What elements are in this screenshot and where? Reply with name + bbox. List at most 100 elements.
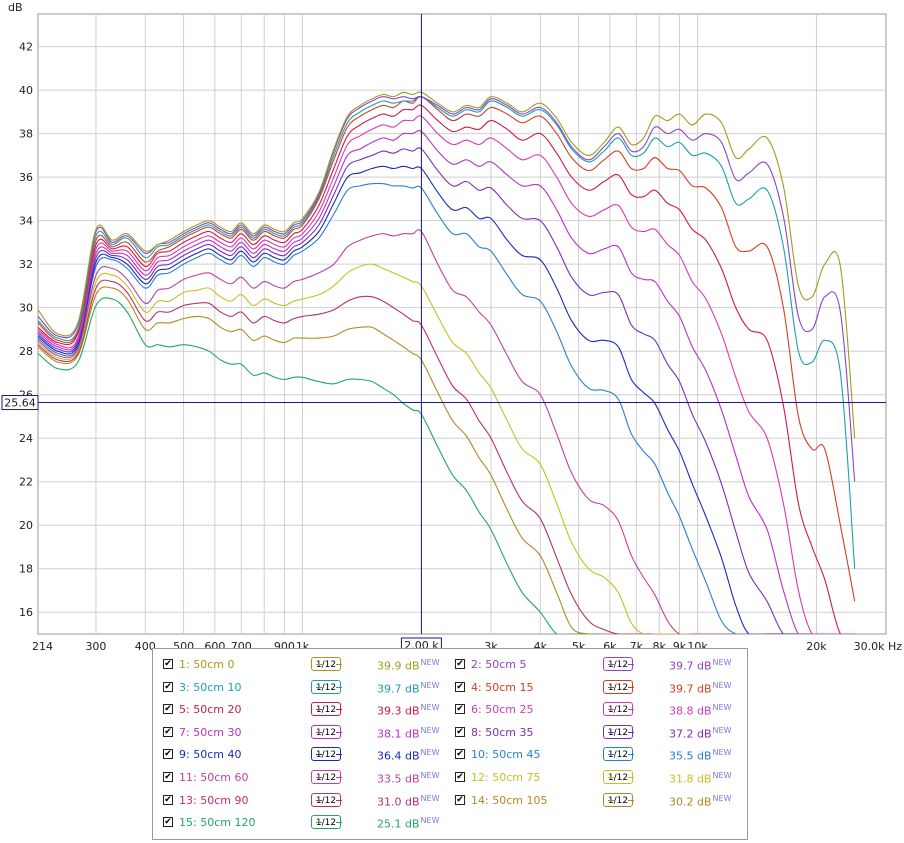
legend-checkbox[interactable]: ✔ [455, 772, 465, 782]
y-tick-label: 40 [19, 84, 33, 97]
smoothing-button[interactable]: 1/12 [603, 747, 635, 762]
y-tick-label: 16 [19, 606, 33, 619]
smoothing-button[interactable]: 1/12 [311, 724, 343, 739]
legend-checkbox[interactable]: ✔ [163, 681, 173, 692]
legend-label: 1: 50cm 0 [179, 658, 235, 671]
new-badge: NEW [420, 725, 440, 735]
legend-item[interactable]: ✔ 12: 50cm 75 1/12 31.8 dBNEW [455, 770, 740, 788]
legend-value: 31.0 dBNEW [377, 794, 439, 809]
smoothing-button[interactable]: 1/12 [603, 702, 635, 717]
new-badge: NEW [712, 680, 732, 690]
legend-item[interactable]: ✔ 5: 50cm 20 1/12 39.3 dBNEW [163, 702, 448, 720]
smoothing-button[interactable]: 1/12 [603, 724, 635, 739]
y-tick-label: 22 [19, 476, 33, 489]
new-badge: NEW [420, 816, 440, 826]
legend-checkbox[interactable]: ✔ [163, 794, 173, 805]
legend-label: 8: 50cm 35 [471, 725, 534, 739]
legend-item[interactable]: ✔ 2: 50cm 5 1/12 39.7 dBNEW [455, 657, 740, 675]
legend-item[interactable]: ✔ 15: 50cm 120 1/12 25.1 dBNEW [163, 815, 448, 833]
legend-value-text: 39.7 dB [669, 682, 712, 696]
smoothing-button[interactable]: 1/12 [311, 679, 343, 694]
legend-value: 30.2 dBNEW [669, 794, 731, 809]
legend-checkbox[interactable]: ✔ [455, 749, 465, 760]
legend-checkbox[interactable]: ✔ [163, 704, 173, 715]
smoothing-button[interactable]: 1/12 [311, 702, 343, 717]
legend-checkbox[interactable]: ✔ [455, 726, 465, 737]
smoothing-label: 1/12 [607, 727, 629, 738]
legend-checkbox[interactable]: ✔ [163, 817, 173, 828]
legend-checkbox[interactable]: ✔ [163, 659, 173, 669]
smoothing-label: 1/12 [315, 773, 337, 783]
legend-value: 39.3 dBNEW [377, 703, 439, 718]
smoothing-button[interactable]: 1/12 [603, 679, 635, 694]
smoothing-button[interactable]: 1/12 [603, 770, 635, 784]
legend-value: 39.7 dBNEW [669, 681, 731, 696]
smoothing-button[interactable]: 1/12 [603, 657, 635, 671]
y-tick-label: 36 [19, 171, 33, 184]
legend-label: 5: 50cm 20 [179, 703, 242, 717]
smoothing-label: 1/12 [607, 660, 629, 670]
smoothing-label: 1/12 [607, 705, 629, 716]
y-tick-label: 28 [19, 345, 33, 358]
legend-item[interactable]: ✔ 4: 50cm 15 1/12 39.7 dBNEW [455, 679, 740, 698]
legend-label: 4: 50cm 15 [471, 680, 534, 694]
new-badge: NEW [420, 658, 440, 667]
legend-checkbox[interactable]: ✔ [163, 772, 173, 782]
smoothing-button[interactable]: 1/12 [311, 770, 343, 784]
legend-item[interactable]: ✔ 7: 50cm 30 1/12 38.1 dBNEW [163, 724, 448, 743]
legend-label: 2: 50cm 5 [471, 658, 527, 671]
legend-value: 39.9 dBNEW [377, 658, 439, 673]
new-badge: NEW [712, 771, 732, 780]
legend-value-text: 33.5 dB [377, 772, 420, 786]
legend-item[interactable]: ✔ 13: 50cm 90 1/12 31.0 dBNEW [163, 792, 448, 811]
smoothing-label: 1/12 [315, 727, 337, 738]
legend-item[interactable]: ✔ 8: 50cm 35 1/12 37.2 dBNEW [455, 724, 740, 743]
legend-value-text: 31.0 dB [377, 795, 420, 809]
legend-value: 37.2 dBNEW [669, 726, 731, 741]
legend-label: 14: 50cm 105 [471, 793, 548, 807]
legend-label: 13: 50cm 90 [179, 793, 249, 807]
crosshair-cursor[interactable]: 25.642.00 k [1, 14, 886, 653]
legend-label: 7: 50cm 30 [179, 725, 242, 739]
frequency-response-chart[interactable]: 1618202224262830323436384042 21430040050… [0, 0, 904, 660]
smoothing-button[interactable]: 1/12 [311, 657, 343, 671]
legend-item[interactable]: ✔ 3: 50cm 10 1/12 39.7 dBNEW [163, 679, 448, 698]
new-badge: NEW [712, 793, 732, 803]
legend-item[interactable]: ✔ 11: 50cm 60 1/12 33.5 dBNEW [163, 770, 448, 788]
y-axis-label: dB [8, 1, 23, 14]
legend-item[interactable]: ✔ 10: 50cm 45 1/12 35.5 dBNEW [455, 747, 740, 765]
legend-label: 10: 50cm 45 [471, 748, 541, 762]
legend-item[interactable]: ✔ 9: 50cm 40 1/12 36.4 dBNEW [163, 747, 448, 765]
legend-checkbox[interactable]: ✔ [455, 659, 465, 669]
legend-item[interactable]: ✔ 1: 50cm 0 1/12 39.9 dBNEW [163, 657, 448, 675]
legend-value-text: 25.1 dB [377, 817, 420, 831]
smoothing-button[interactable]: 1/12 [311, 792, 343, 807]
new-badge: NEW [712, 725, 732, 735]
legend-item[interactable]: ✔ 6: 50cm 25 1/12 38.8 dBNEW [455, 702, 740, 720]
smoothing-button[interactable]: 1/12 [311, 815, 343, 830]
smoothing-button[interactable]: 1/12 [311, 747, 343, 762]
new-badge: NEW [420, 748, 440, 758]
x-tick-label: 400 [135, 640, 156, 653]
legend-checkbox[interactable]: ✔ [163, 726, 173, 737]
legend-panel: ✔ 1: 50cm 0 1/12 39.9 dBNEW ✔ 2: 50cm 5 1/12 39… [152, 648, 748, 840]
legend-value: 33.5 dBNEW [377, 771, 439, 786]
legend-checkbox[interactable]: ✔ [455, 794, 465, 805]
y-tick-label: 30 [19, 302, 33, 315]
legend-value-text: 39.9 dB [377, 659, 420, 673]
new-badge: NEW [420, 680, 440, 690]
legend-checkbox[interactable]: ✔ [455, 704, 465, 715]
legend-checkbox[interactable]: ✔ [163, 749, 173, 760]
legend-checkbox[interactable]: ✔ [455, 681, 465, 692]
smoothing-label: 1/12 [315, 750, 337, 761]
smoothing-label: 1/12 [315, 682, 337, 693]
legend-value: 38.8 dBNEW [669, 703, 731, 718]
legend-item[interactable]: ✔ 14: 50cm 105 1/12 30.2 dBNEW [455, 792, 740, 811]
new-badge: NEW [712, 703, 732, 713]
legend-label: 12: 50cm 75 [471, 771, 541, 784]
smoothing-button[interactable]: 1/12 [603, 792, 635, 807]
x-tick-label: 20k [806, 640, 827, 653]
legend-value-text: 30.2 dB [669, 795, 712, 809]
y-tick-label: 18 [19, 563, 33, 576]
y-tick-label: 24 [19, 432, 33, 445]
